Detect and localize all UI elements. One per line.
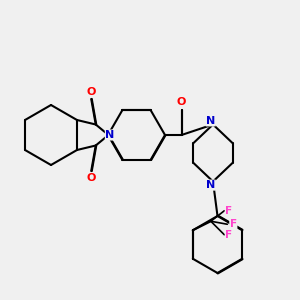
Text: O: O — [86, 86, 96, 97]
Text: F: F — [225, 206, 233, 216]
Text: N: N — [206, 116, 215, 126]
Text: F: F — [230, 219, 237, 229]
Text: O: O — [86, 173, 96, 184]
Text: O: O — [177, 97, 186, 107]
Text: N: N — [206, 180, 215, 190]
Text: N: N — [105, 130, 115, 140]
Text: F: F — [225, 230, 233, 240]
